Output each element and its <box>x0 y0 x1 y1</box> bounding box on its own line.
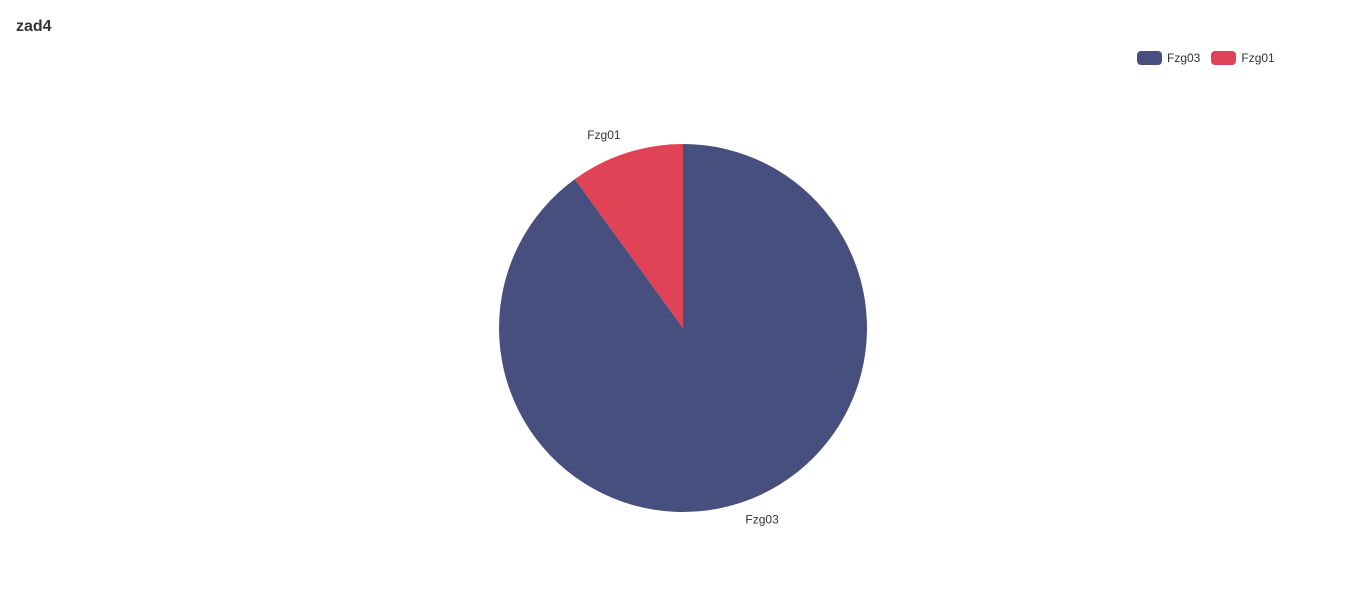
pie-slices <box>499 144 868 512</box>
chart-legend: Fzg03 Fzg01 <box>1137 51 1286 65</box>
pie-slice-fzg03[interactable] <box>499 144 868 512</box>
chart-title: zad4 <box>16 18 52 35</box>
legend-item-fzg01[interactable]: Fzg01 <box>1211 51 1275 65</box>
legend-swatch-fzg03 <box>1137 51 1162 65</box>
legend-label: Fzg01 <box>1241 51 1275 65</box>
pie-label-fzg01: Fzg01 <box>587 128 621 142</box>
legend-label: Fzg03 <box>1167 51 1201 65</box>
legend-swatch-fzg01 <box>1211 51 1237 65</box>
pie-labels: Fzg03 Fzg01 <box>587 128 779 526</box>
pie-label-fzg03: Fzg03 <box>745 512 779 526</box>
pie-slice-fzg01[interactable] <box>574 144 683 328</box>
legend-item-fzg03[interactable]: Fzg03 <box>1137 51 1200 65</box>
